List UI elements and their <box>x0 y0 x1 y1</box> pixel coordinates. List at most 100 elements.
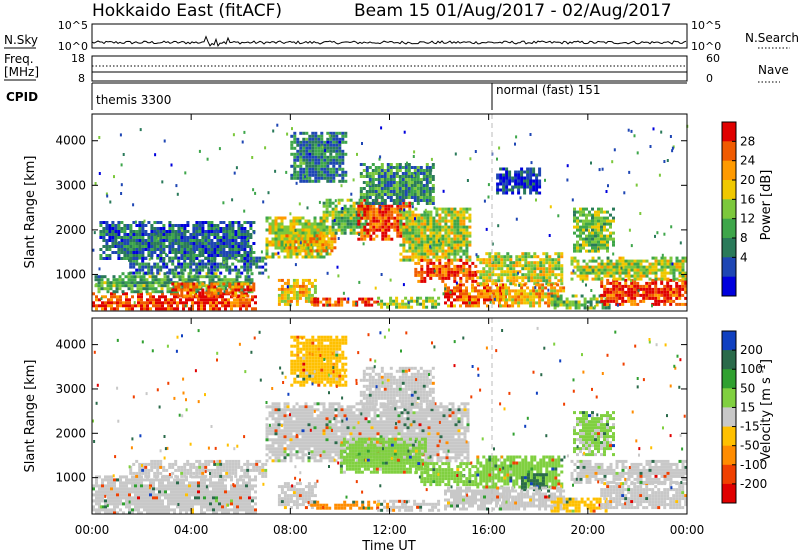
power-cell <box>444 273 448 277</box>
power-cell <box>666 281 670 285</box>
power-cell <box>404 187 408 190</box>
power-cell <box>392 178 396 181</box>
power-cell <box>127 278 131 282</box>
power-cell <box>660 268 664 272</box>
power-cell <box>483 301 486 305</box>
power-cell <box>557 252 561 256</box>
velocity-cell <box>104 505 107 509</box>
power-cell <box>657 302 661 306</box>
power-cell <box>532 173 536 177</box>
power-cell <box>597 213 600 217</box>
power-cell <box>669 256 673 260</box>
power-cell <box>669 284 673 288</box>
power-cell <box>398 187 402 190</box>
power-cell <box>294 249 298 253</box>
power-cell <box>338 149 342 153</box>
power-cell <box>402 237 406 241</box>
power-cell <box>491 279 495 283</box>
power-cell <box>372 225 376 229</box>
power-cell <box>115 287 119 291</box>
power-cell <box>325 297 329 301</box>
power-colorbar-segment <box>722 199 736 220</box>
power-cell <box>283 302 287 306</box>
power-cell <box>408 228 412 232</box>
power-cell <box>429 240 433 244</box>
power-cell <box>352 204 356 208</box>
power-cell <box>99 248 103 251</box>
velocity-cell <box>98 496 101 500</box>
power-cell <box>393 225 397 229</box>
power-cell <box>411 231 415 235</box>
power-cell <box>504 304 507 308</box>
velocity-cell <box>98 484 101 488</box>
power-cell <box>172 275 176 279</box>
power-cell <box>293 155 297 159</box>
power-cell <box>423 252 427 256</box>
power-cell <box>401 187 405 190</box>
power-cell <box>154 275 158 279</box>
power-cell <box>314 137 318 141</box>
power-cell <box>645 287 649 291</box>
power-cell <box>390 204 394 208</box>
power-cell <box>565 306 569 310</box>
power-cell <box>591 234 594 238</box>
velocity-cell <box>92 493 95 497</box>
power-cell <box>429 249 433 253</box>
power-cell <box>609 234 612 238</box>
power-cell <box>681 256 685 260</box>
power-cell <box>141 262 145 266</box>
power-cell <box>517 298 521 302</box>
power-cell <box>213 245 217 248</box>
power-cell <box>492 292 495 296</box>
power-cell <box>111 230 115 233</box>
power-cell <box>447 273 451 277</box>
power-cell <box>411 240 415 244</box>
power-cell <box>396 207 400 211</box>
power-noise-point <box>398 209 401 213</box>
power-cell <box>283 290 287 294</box>
power-cell <box>405 225 409 229</box>
power-cell <box>286 296 290 300</box>
power-cell <box>675 259 679 263</box>
power-cell <box>423 219 427 223</box>
power-cell <box>265 240 269 244</box>
power-cell <box>527 276 531 280</box>
power-cell <box>110 295 113 299</box>
power-cell <box>497 261 501 265</box>
power-cell <box>386 196 390 199</box>
power-cell <box>365 175 369 178</box>
power-cell <box>111 224 115 227</box>
power-cell <box>399 258 403 262</box>
power-cell <box>159 254 163 257</box>
velocity-cell <box>125 487 128 491</box>
power-cell <box>615 281 619 285</box>
power-cell <box>189 271 193 275</box>
power-cell <box>191 295 194 299</box>
power-cell <box>527 273 531 277</box>
power-cell <box>657 290 661 294</box>
power-cell <box>126 257 130 260</box>
power-cell <box>141 230 145 233</box>
power-cell <box>192 233 196 236</box>
power-cell <box>246 230 250 233</box>
power-cell <box>666 290 670 294</box>
power-cell <box>672 277 676 281</box>
power-noise-point <box>483 199 486 203</box>
power-noise-point <box>496 157 498 161</box>
power-noise-point <box>646 270 649 274</box>
power-cell <box>559 286 563 290</box>
power-cell <box>399 225 403 229</box>
power-cell <box>186 285 190 289</box>
power-cell <box>283 249 287 253</box>
power-cell <box>299 164 303 168</box>
power-cell <box>447 219 451 223</box>
power-cell <box>642 296 646 300</box>
power-noise-point <box>344 208 347 212</box>
power-noise-point <box>440 242 443 246</box>
power-cell <box>140 298 143 302</box>
power-cell <box>435 228 439 232</box>
power-cell <box>246 268 250 272</box>
power-cell <box>651 287 655 291</box>
power-cell <box>196 278 200 282</box>
power-cell <box>419 199 423 202</box>
